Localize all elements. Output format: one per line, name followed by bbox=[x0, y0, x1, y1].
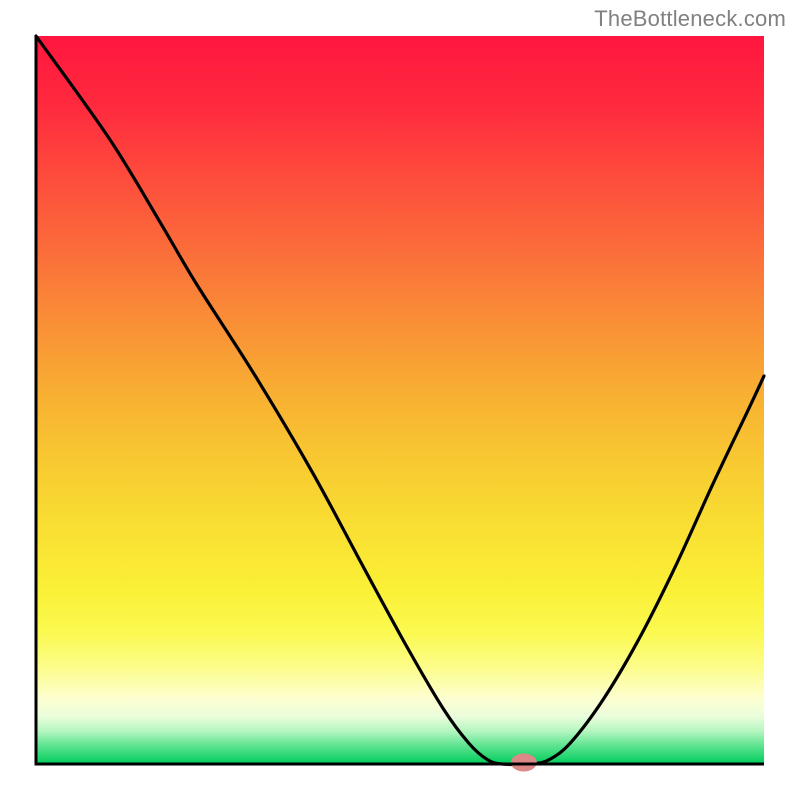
watermark-text: TheBottleneck.com bbox=[594, 6, 786, 32]
chart-container: TheBottleneck.com bbox=[0, 0, 800, 800]
bottleneck-chart bbox=[0, 0, 800, 800]
plot-background bbox=[36, 36, 764, 764]
